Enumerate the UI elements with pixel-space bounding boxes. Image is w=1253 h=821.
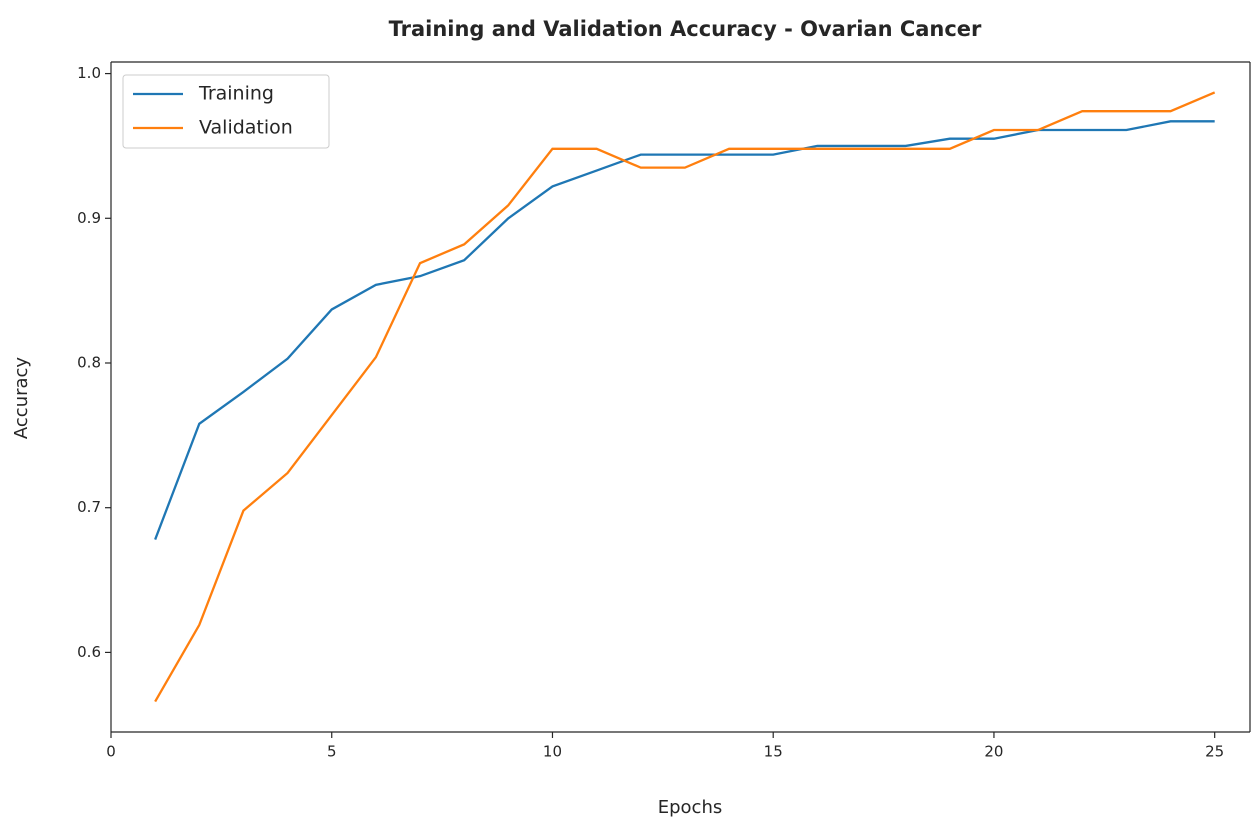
- x-tick-label: 5: [327, 743, 337, 761]
- y-tick-label: 0.8: [77, 353, 101, 371]
- x-tick-label: 0: [106, 743, 116, 761]
- y-axis-label: Accuracy: [11, 357, 32, 440]
- series-line: [154, 91, 1216, 703]
- y-tick-label: 0.6: [77, 643, 101, 661]
- chart-title: Training and Validation Accuracy - Ovari…: [389, 17, 982, 41]
- x-tick-label: 10: [543, 743, 562, 761]
- x-axis-label: Epochs: [658, 797, 723, 818]
- x-tick-label: 15: [764, 743, 783, 761]
- x-tick-label: 25: [1205, 743, 1224, 761]
- y-tick-label: 1.0: [77, 64, 101, 82]
- series-line: [154, 120, 1215, 540]
- y-tick-label: 0.7: [77, 498, 101, 516]
- y-tick-label: 0.9: [77, 209, 101, 227]
- x-tick-label: 20: [984, 743, 1003, 761]
- legend-label: Validation: [199, 117, 293, 139]
- legend-label: Training: [198, 83, 274, 105]
